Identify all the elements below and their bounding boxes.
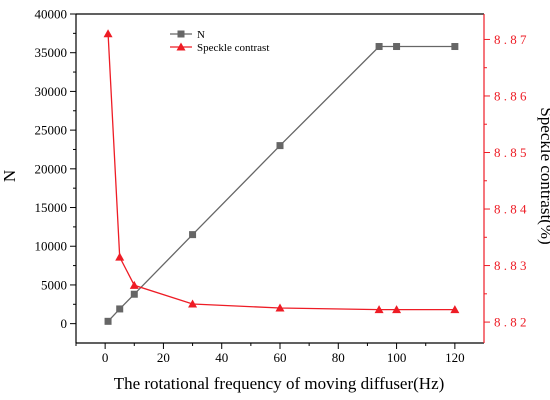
point-n-1 — [104, 317, 112, 325]
legend-marker-n — [177, 30, 185, 38]
x-tick-label-100: 100 — [387, 350, 407, 365]
series-line-speckle-contrast — [107, 33, 455, 311]
point-speckle-contrast-5 — [115, 252, 125, 261]
x-axis-title: The rotational frequency of moving diffu… — [114, 374, 445, 393]
left-tick-label-25000: 25000 — [35, 123, 68, 138]
legend-label-n: N — [197, 29, 205, 41]
right-tick-label-8.87: 8 . 8 7 — [494, 32, 527, 47]
right-tick-label-8.85: 8 . 8 5 — [494, 145, 527, 160]
point-n-60 — [276, 142, 284, 150]
point-speckle-contrast-120 — [450, 305, 460, 314]
left-tick-label-30000: 30000 — [35, 84, 68, 99]
left-tick-label-5000: 5000 — [41, 277, 67, 292]
right-tick-label-8.82: 8 . 8 2 — [494, 315, 527, 330]
left-tick-label-10000: 10000 — [35, 239, 68, 254]
right-tick-label-8.83: 8 . 8 3 — [494, 258, 527, 273]
legend-label-speckle-contrast: Speckle contrast — [197, 42, 269, 54]
point-n-30 — [189, 231, 197, 239]
point-n-100 — [393, 43, 401, 51]
left-tick-label-35000: 35000 — [35, 45, 68, 60]
left-tick-label-40000: 40000 — [35, 7, 68, 22]
legend-marker-speckle-contrast — [176, 42, 186, 51]
right-axis-title: Speckle contrast(%) — [537, 107, 550, 244]
point-speckle-contrast-30 — [188, 299, 198, 308]
point-speckle-contrast-1 — [103, 29, 113, 38]
x-tick-label-120: 120 — [445, 350, 465, 365]
series-layer — [103, 29, 460, 325]
x-tick-label-20: 20 — [157, 350, 170, 365]
left-tick-label-0: 0 — [61, 316, 68, 331]
x-tick-label-60: 60 — [274, 350, 287, 365]
series-line-n — [107, 45, 455, 322]
right-tick-label-8.84: 8 . 8 4 — [494, 202, 527, 217]
right-tick-label-8.86: 8 . 8 6 — [494, 88, 527, 103]
point-n-94 — [375, 43, 383, 51]
x-tick-label-40: 40 — [215, 350, 228, 365]
point-n-10 — [130, 290, 138, 298]
point-speckle-contrast-10 — [129, 280, 139, 289]
x-tick-label-80: 80 — [332, 350, 345, 365]
left-y-axis: 0 5000 10000 15000 20000 25000 30000 35000 40000 — [35, 7, 76, 331]
point-speckle-contrast-94 — [374, 305, 384, 314]
x-axis: 0 20 40 60 80 100 120 — [75, 343, 465, 365]
right-y-axis: 8 . 8 2 8 . 8 3 8 . 8 4 8 . 8 5 8 . 8 6 8 . 8… — [484, 32, 527, 330]
point-speckle-contrast-60 — [275, 303, 285, 312]
point-n-120 — [451, 43, 459, 51]
left-tick-label-15000: 15000 — [35, 200, 68, 215]
point-speckle-contrast-100 — [392, 305, 402, 314]
plot-frame — [75, 13, 485, 344]
x-tick-label-0: 0 — [102, 350, 109, 365]
point-n-5 — [116, 305, 124, 313]
left-tick-label-20000: 20000 — [35, 161, 68, 176]
left-axis-title: N — [0, 170, 19, 182]
